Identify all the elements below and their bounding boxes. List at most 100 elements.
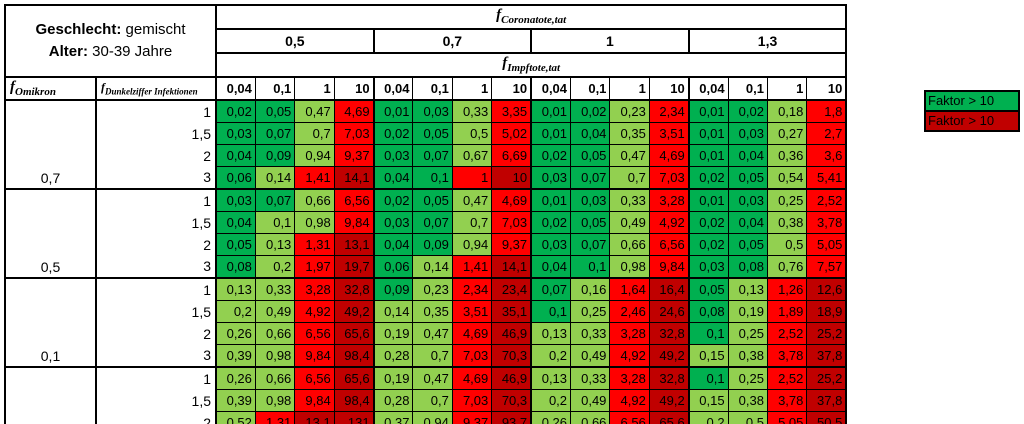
value-cell: 7,57: [806, 255, 848, 279]
value-cell: 9,84: [333, 211, 375, 234]
value-cell: 0,54: [766, 166, 808, 190]
value-cell: 0,02: [530, 144, 572, 167]
value-cell: 0,5: [451, 122, 493, 145]
value-cell: 0,49: [609, 211, 650, 234]
value-cell: 0,01: [530, 188, 572, 212]
value-cell: 0,39: [215, 344, 256, 368]
value-cell: 3,78: [766, 344, 808, 368]
value-cell: 65,6: [333, 322, 375, 345]
omikron-subscript: Omikron: [15, 85, 56, 98]
impf-tick: 1: [609, 76, 650, 101]
value-cell: 0,09: [412, 233, 453, 256]
value-cell: 0,23: [609, 99, 650, 123]
value-cell: 3,35: [491, 99, 532, 123]
value-cell: 2,46: [609, 300, 650, 323]
value-cell: 70,3: [491, 344, 532, 368]
value-cell: 1,97: [294, 255, 335, 279]
value-cell: 0,47: [412, 366, 453, 390]
value-cell: 4,92: [648, 211, 690, 234]
value-cell: 0,25: [766, 188, 808, 212]
value-cell: 3,28: [648, 188, 690, 212]
value-cell: 25,2: [806, 366, 848, 390]
value-cell: 0,01: [530, 99, 572, 123]
value-cell: 10: [491, 166, 532, 190]
dunkelziffer-label: 2: [96, 144, 218, 167]
value-cell: 0,49: [570, 389, 611, 412]
value-cell: 0,02: [372, 122, 414, 145]
value-cell: 0,03: [412, 99, 453, 123]
value-cell: 65,6: [333, 366, 375, 390]
value-cell: 0,18: [766, 99, 808, 123]
value-cell: 0,94: [412, 411, 453, 424]
value-cell: 4,69: [491, 188, 532, 212]
alter-value: 30-39 Jahre: [92, 43, 173, 60]
value-cell: 0,02: [687, 211, 729, 234]
value-cell: 93,7: [491, 411, 532, 424]
value-cell: 35,1: [491, 300, 532, 323]
value-cell: 0,05: [412, 122, 453, 145]
value-cell: 0,03: [570, 188, 611, 212]
value-cell: 0,05: [254, 99, 296, 123]
value-cell: 65,6: [648, 411, 690, 424]
impf-tick: 0,04: [372, 76, 414, 101]
value-cell: 6,69: [491, 144, 532, 167]
value-cell: 0,02: [530, 211, 572, 234]
value-cell: 0,47: [609, 144, 650, 167]
value-cell: 14,1: [333, 166, 375, 190]
value-cell: 4,69: [451, 366, 493, 390]
value-cell: 0,66: [254, 366, 296, 390]
value-cell: 32,8: [648, 322, 690, 345]
value-cell: 6,56: [294, 322, 335, 345]
value-cell: 3,28: [294, 277, 335, 301]
impf-tick: 10: [648, 76, 690, 101]
value-cell: 0,28: [372, 344, 414, 368]
value-cell: 49,2: [648, 344, 690, 368]
value-cell: 32,8: [333, 277, 375, 301]
dunkelziffer-label: 3: [96, 255, 218, 278]
value-cell: 0,33: [609, 188, 650, 212]
value-cell: 0,37: [372, 411, 414, 424]
value-cell: 0,27: [766, 122, 808, 145]
value-cell: 0,19: [372, 322, 414, 345]
value-cell: 0,25: [727, 322, 768, 345]
value-cell: 4,92: [609, 389, 650, 412]
value-cell: 23,4: [491, 277, 532, 301]
value-cell: 9,37: [491, 233, 532, 256]
value-cell: 0,04: [215, 211, 256, 234]
table-row: 1,5 0,04 0,1 0,98 9,84 0,03 0,07 0,7 7,03 0,02 0,0…: [5, 211, 848, 234]
corona-values-row: 0,5 0,7 1 1,3: [5, 28, 848, 54]
alter-label: Alter:: [48, 43, 88, 60]
legend: Faktor > 10 Faktor > 10: [924, 90, 1020, 132]
value-cell: 6,56: [648, 233, 690, 256]
value-cell: 0,13: [215, 277, 256, 301]
dunkelziffer-label: 2: [96, 233, 218, 256]
value-cell: 0,03: [215, 188, 256, 212]
value-cell: 5,05: [766, 411, 808, 424]
value-cell: 16,4: [648, 277, 690, 301]
value-cell: 0,05: [570, 144, 611, 167]
value-cell: 0,7: [609, 166, 650, 190]
value-cell: 0,02: [727, 99, 768, 123]
dunkelziffer-label: 2: [96, 322, 218, 345]
omikron-group-label: 0,7: [4, 99, 97, 190]
value-cell: 1,31: [294, 233, 335, 256]
value-cell: 0,33: [570, 322, 611, 345]
value-cell: 9,84: [648, 255, 690, 279]
value-cell: 0,33: [570, 366, 611, 390]
value-cell: 0,04: [570, 122, 611, 145]
coronatote-subscript: Coronatote,tat: [501, 14, 567, 26]
value-cell: 9,37: [333, 144, 375, 167]
value-cell: 98,4: [333, 389, 375, 412]
value-cell: 0,07: [570, 166, 611, 190]
value-cell: 0,7: [294, 122, 335, 145]
value-cell: 98,4: [333, 344, 375, 368]
value-cell: 0,7: [412, 344, 453, 368]
impf-tick: 0,1: [254, 76, 296, 101]
value-cell: 50,5: [806, 411, 848, 424]
value-cell: 0,08: [727, 255, 768, 279]
value-cell: 0,07: [412, 211, 453, 234]
impf-tick: 0,1: [727, 76, 768, 101]
value-cell: 0,02: [570, 99, 611, 123]
impf-tick: 1: [294, 76, 335, 101]
value-cell: 0,2: [530, 344, 572, 368]
